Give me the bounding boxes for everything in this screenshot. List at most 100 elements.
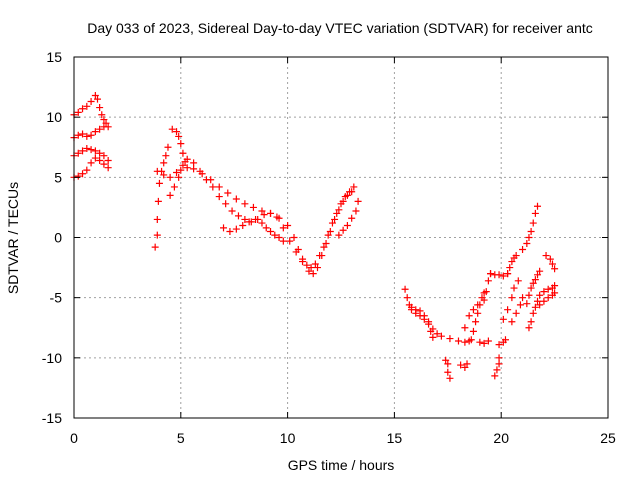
data-point bbox=[551, 289, 559, 297]
data-point bbox=[166, 191, 174, 199]
data-point bbox=[181, 158, 189, 166]
series-arc-f bbox=[335, 197, 362, 239]
data-point bbox=[480, 296, 488, 304]
data-point bbox=[271, 231, 279, 239]
data-point bbox=[104, 123, 112, 131]
data-point bbox=[474, 301, 482, 309]
data-point bbox=[314, 264, 322, 272]
data-point bbox=[525, 291, 533, 299]
data-point bbox=[350, 183, 358, 191]
data-point bbox=[79, 170, 87, 178]
data-point bbox=[234, 212, 242, 220]
data-point bbox=[160, 159, 168, 167]
data-point bbox=[523, 240, 531, 248]
data-point bbox=[239, 221, 247, 229]
data-point bbox=[79, 105, 87, 113]
data-point bbox=[519, 294, 527, 302]
data-point bbox=[472, 318, 480, 326]
series-arc-k bbox=[457, 360, 471, 371]
series-arc-s bbox=[499, 277, 522, 323]
data-point bbox=[102, 119, 110, 127]
data-point bbox=[465, 312, 473, 320]
data-point bbox=[155, 179, 163, 187]
data-point bbox=[232, 225, 240, 233]
y-tick-label: 10 bbox=[46, 109, 62, 125]
data-point bbox=[527, 284, 535, 292]
data-point bbox=[258, 219, 266, 227]
x-axis-label: GPS time / hours bbox=[288, 457, 395, 473]
series-arc-d bbox=[168, 125, 189, 166]
data-point bbox=[412, 306, 420, 314]
data-point bbox=[260, 211, 268, 219]
series-arc-za bbox=[542, 252, 559, 273]
x-tick-label: 20 bbox=[493, 430, 509, 446]
data-point bbox=[290, 234, 298, 241]
data-point bbox=[516, 301, 524, 309]
series-arc-z bbox=[540, 282, 559, 296]
data-point bbox=[220, 224, 228, 232]
data-point bbox=[495, 354, 503, 362]
data-point bbox=[467, 336, 475, 344]
data-point bbox=[474, 309, 482, 317]
data-point bbox=[93, 95, 101, 103]
data-point bbox=[504, 270, 512, 278]
data-point bbox=[551, 265, 559, 273]
data-point bbox=[433, 330, 441, 338]
data-point bbox=[508, 318, 516, 326]
data-point bbox=[79, 130, 87, 138]
data-point bbox=[504, 306, 512, 314]
series-arc-early-d bbox=[70, 154, 112, 181]
data-point bbox=[79, 147, 87, 155]
data-point bbox=[153, 167, 161, 175]
data-point bbox=[209, 183, 217, 191]
data-point bbox=[407, 303, 415, 311]
data-point bbox=[96, 104, 104, 112]
data-point bbox=[536, 291, 544, 299]
data-point bbox=[166, 173, 174, 181]
data-point bbox=[444, 368, 452, 376]
data-point bbox=[531, 276, 539, 284]
data-point bbox=[335, 231, 343, 239]
data-point bbox=[179, 149, 187, 157]
data-point bbox=[326, 227, 334, 235]
data-point bbox=[343, 191, 351, 199]
data-point bbox=[96, 156, 104, 164]
data-point bbox=[531, 303, 539, 311]
data-point bbox=[305, 267, 313, 275]
series-arc-u bbox=[508, 294, 527, 326]
data-point bbox=[546, 255, 554, 263]
series-arc-n bbox=[476, 337, 492, 347]
y-tick-label: -5 bbox=[50, 290, 63, 306]
data-point bbox=[523, 300, 531, 308]
data-point bbox=[87, 131, 95, 139]
data-point bbox=[177, 140, 185, 148]
series-arc-early-c bbox=[70, 144, 112, 164]
y-tick-label: 0 bbox=[54, 230, 62, 246]
data-point bbox=[335, 206, 343, 214]
data-point bbox=[487, 270, 495, 278]
data-point bbox=[96, 149, 104, 157]
data-point bbox=[495, 271, 503, 279]
data-point bbox=[437, 332, 445, 340]
data-point bbox=[525, 324, 533, 332]
data-point bbox=[74, 108, 82, 116]
data-point bbox=[512, 309, 520, 317]
data-point bbox=[482, 288, 490, 296]
series-arc-j bbox=[446, 335, 473, 346]
y-tick-label: 15 bbox=[46, 49, 62, 65]
x-tick-label: 25 bbox=[600, 430, 616, 446]
data-point bbox=[328, 219, 336, 227]
data-point bbox=[87, 159, 95, 167]
series-arc-t bbox=[504, 252, 520, 278]
series-arc-early-a bbox=[70, 123, 108, 142]
y-tick-label: -15 bbox=[42, 410, 62, 426]
data-point bbox=[469, 327, 477, 335]
data-point bbox=[262, 224, 270, 232]
data-point bbox=[536, 267, 544, 275]
data-point bbox=[339, 226, 347, 234]
data-point bbox=[529, 279, 537, 287]
data-point bbox=[279, 224, 287, 232]
data-point bbox=[519, 246, 527, 254]
data-point bbox=[548, 260, 556, 268]
